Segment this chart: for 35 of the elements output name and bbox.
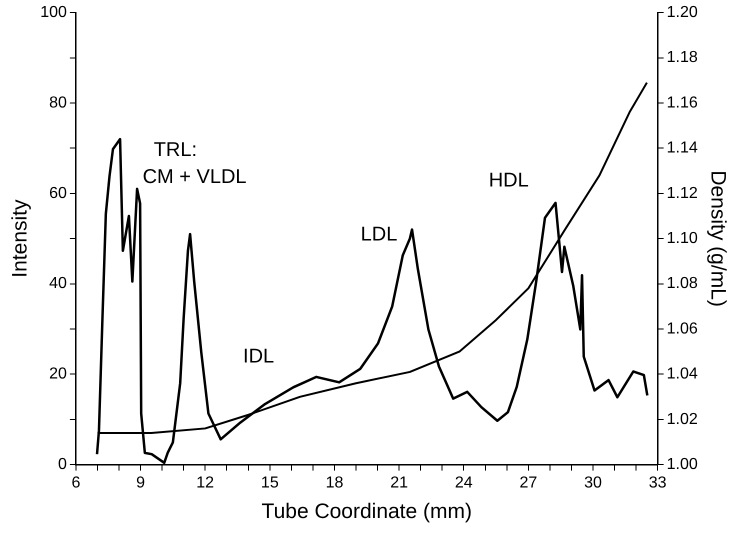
y-tick-label: 0 — [58, 456, 67, 474]
y2-tick-label: 1.08 — [666, 275, 698, 292]
y-tick-label: 100 — [40, 4, 67, 22]
x-tick-label: 18 — [326, 474, 344, 492]
x-tick-label: 12 — [196, 474, 214, 492]
annotation: LDL — [360, 224, 398, 246]
y2-axis-title: Density (g/mL) — [706, 170, 730, 307]
x-tick-label: 33 — [648, 474, 667, 492]
y-tick-label: 40 — [49, 275, 67, 292]
y2-tick-label: 1.00 — [666, 456, 698, 474]
x-tick-label: 21 — [390, 474, 408, 492]
x-tick-label: 15 — [260, 474, 279, 492]
y2-tick-label: 1.20 — [666, 4, 698, 22]
x-tick-label: 30 — [584, 474, 602, 492]
y2-tick-label: 1.18 — [666, 49, 698, 66]
y-tick-label: 80 — [49, 94, 67, 112]
y2-tick-label: 1.14 — [666, 140, 698, 157]
x-tick-label: 6 — [71, 474, 80, 492]
annotation: IDL — [243, 346, 274, 368]
x-axis-title: Tube Coordinate (mm) — [262, 500, 472, 524]
y2-tick-label: 1.10 — [666, 230, 698, 248]
x-tick-label: 27 — [519, 474, 538, 492]
y-tick-label: 20 — [49, 366, 67, 383]
y2-tick-label: 1.04 — [666, 366, 698, 383]
y2-tick-label: 1.16 — [666, 94, 698, 112]
x-tick-label: 9 — [136, 474, 146, 492]
annotation: CM + VLDL — [142, 166, 247, 188]
y2-tick-label: 1.06 — [666, 320, 698, 338]
y2-tick-label: 1.02 — [666, 410, 698, 428]
y-tick-label: 60 — [49, 184, 67, 202]
annotation: HDL — [488, 169, 529, 192]
y-axis-title: Intensity — [8, 199, 32, 278]
annotation: TRL: — [154, 138, 198, 161]
x-tick-label: 24 — [454, 474, 473, 492]
y2-tick-label: 1.12 — [666, 184, 698, 202]
